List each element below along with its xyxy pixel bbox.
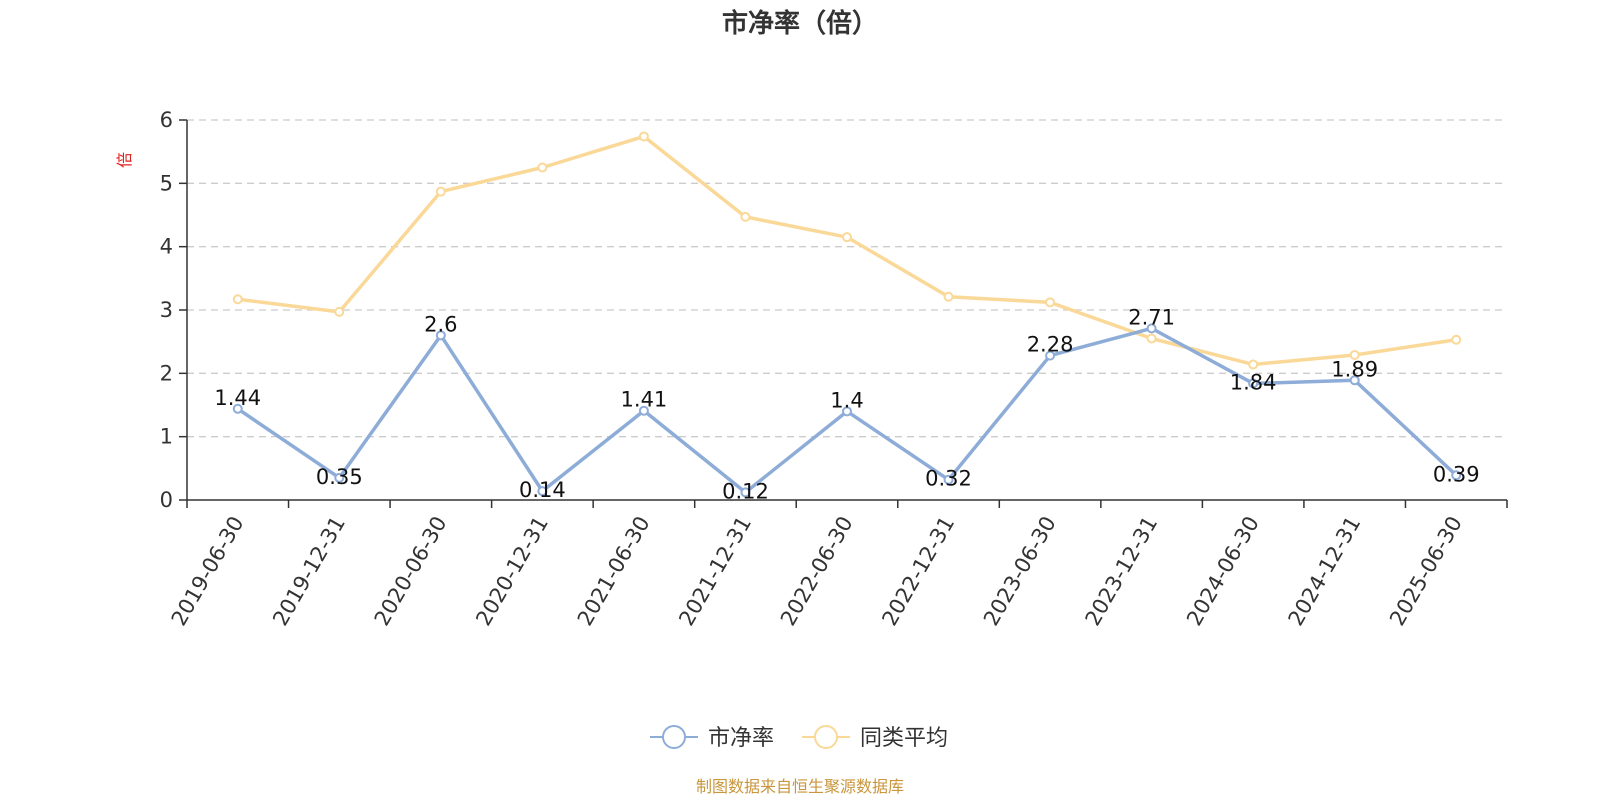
data-point-s1 <box>232 294 243 305</box>
y-axis-unit-label: 倍 <box>115 152 134 168</box>
data-point-s1 <box>1146 333 1157 344</box>
chart-title: 市净率（倍） <box>722 8 878 39</box>
legend-item-0[interactable]: 市净率 <box>650 725 774 751</box>
series-line-1 <box>237 134 1457 367</box>
data-label: 2.6 <box>424 312 457 336</box>
data-label: 2.71 <box>1128 305 1175 329</box>
data-label: 1.41 <box>621 388 668 412</box>
series-layer <box>232 131 1462 498</box>
legend-marker <box>814 725 838 749</box>
data-point-s1 <box>537 162 548 173</box>
data-label: 2.28 <box>1027 333 1074 357</box>
data-label: 1.89 <box>1331 357 1378 381</box>
x-tick-label: 2021-12-31 <box>674 512 756 630</box>
grid-lines <box>187 119 1507 438</box>
data-label: 0.39 <box>1433 462 1480 486</box>
x-tick-label: 2023-12-31 <box>1081 512 1163 630</box>
y-tick-label: 4 <box>160 235 173 259</box>
y-tick-label: 5 <box>160 171 173 195</box>
data-label: 0.14 <box>519 478 566 502</box>
x-tick-label: 2020-06-30 <box>370 512 452 630</box>
data-label: 0.35 <box>316 465 363 489</box>
y-tick-label: 3 <box>160 298 173 322</box>
data-point-s0 <box>232 403 243 414</box>
x-tick-label: 2022-06-30 <box>776 512 858 630</box>
data-point-s0 <box>842 406 852 417</box>
y-tick-label: 0 <box>160 488 173 512</box>
legend-item-1[interactable]: 同类平均 <box>802 725 948 751</box>
y-tick-label: 1 <box>160 425 173 449</box>
data-point-s0 <box>1045 350 1056 361</box>
data-label: 0.12 <box>722 479 769 503</box>
data-point-s1 <box>1248 359 1259 370</box>
data-point-s0 <box>1248 378 1259 389</box>
data-point-s0 <box>943 474 954 485</box>
data-point-s0 <box>537 486 548 497</box>
data-label: 0.32 <box>925 467 972 491</box>
data-point-s0 <box>740 487 751 498</box>
data-point-s1 <box>1349 349 1360 360</box>
legend-label: 市净率 <box>708 726 774 751</box>
data-point-s0 <box>638 405 649 416</box>
x-tick-label: 2019-12-31 <box>268 512 350 630</box>
data-point-s1 <box>1045 297 1056 308</box>
data-label: 1.4 <box>830 388 863 412</box>
data-label: 1.44 <box>214 386 261 410</box>
x-tick-label: 2020-12-31 <box>471 512 553 630</box>
x-tick-label: 2023-06-30 <box>979 512 1061 630</box>
y-tick-label: 6 <box>160 108 173 132</box>
data-point-s1 <box>1451 334 1462 345</box>
x-tick-label: 2025-06-30 <box>1385 512 1467 630</box>
x-tick-label: 2021-06-30 <box>573 512 655 630</box>
x-tick-label: 2019-06-30 <box>167 512 249 630</box>
data-labels: 1.44 0.35 2.6 0.14 1.41 0.12 1.4 0.32 2.28 2.71 1.… <box>214 305 1479 503</box>
data-point-s1 <box>435 186 446 197</box>
x-tick-label: 2024-12-31 <box>1284 512 1366 630</box>
data-label: 1.84 <box>1230 370 1277 394</box>
data-point-s0 <box>1146 323 1157 334</box>
data-point-s0 <box>1451 470 1462 481</box>
legend-marker <box>662 725 686 749</box>
source-note: 制图数据来自恒生聚源数据库 <box>696 777 904 796</box>
data-point-s1 <box>943 291 954 302</box>
legend[interactable]: 市净率 同类平均 <box>650 725 948 751</box>
data-point-s1 <box>638 131 649 142</box>
data-point-s1 <box>334 306 345 317</box>
data-point-s0 <box>334 472 345 483</box>
legend-label: 同类平均 <box>860 726 948 751</box>
x-tick-label: 2024-06-30 <box>1182 512 1264 630</box>
data-point-s1 <box>740 211 751 222</box>
y-tick-label: 2 <box>160 361 173 385</box>
data-point-s0 <box>1349 375 1360 386</box>
data-point-s0 <box>435 330 446 341</box>
data-point-s1 <box>842 232 852 243</box>
x-tick-label: 2022-12-31 <box>877 512 959 630</box>
